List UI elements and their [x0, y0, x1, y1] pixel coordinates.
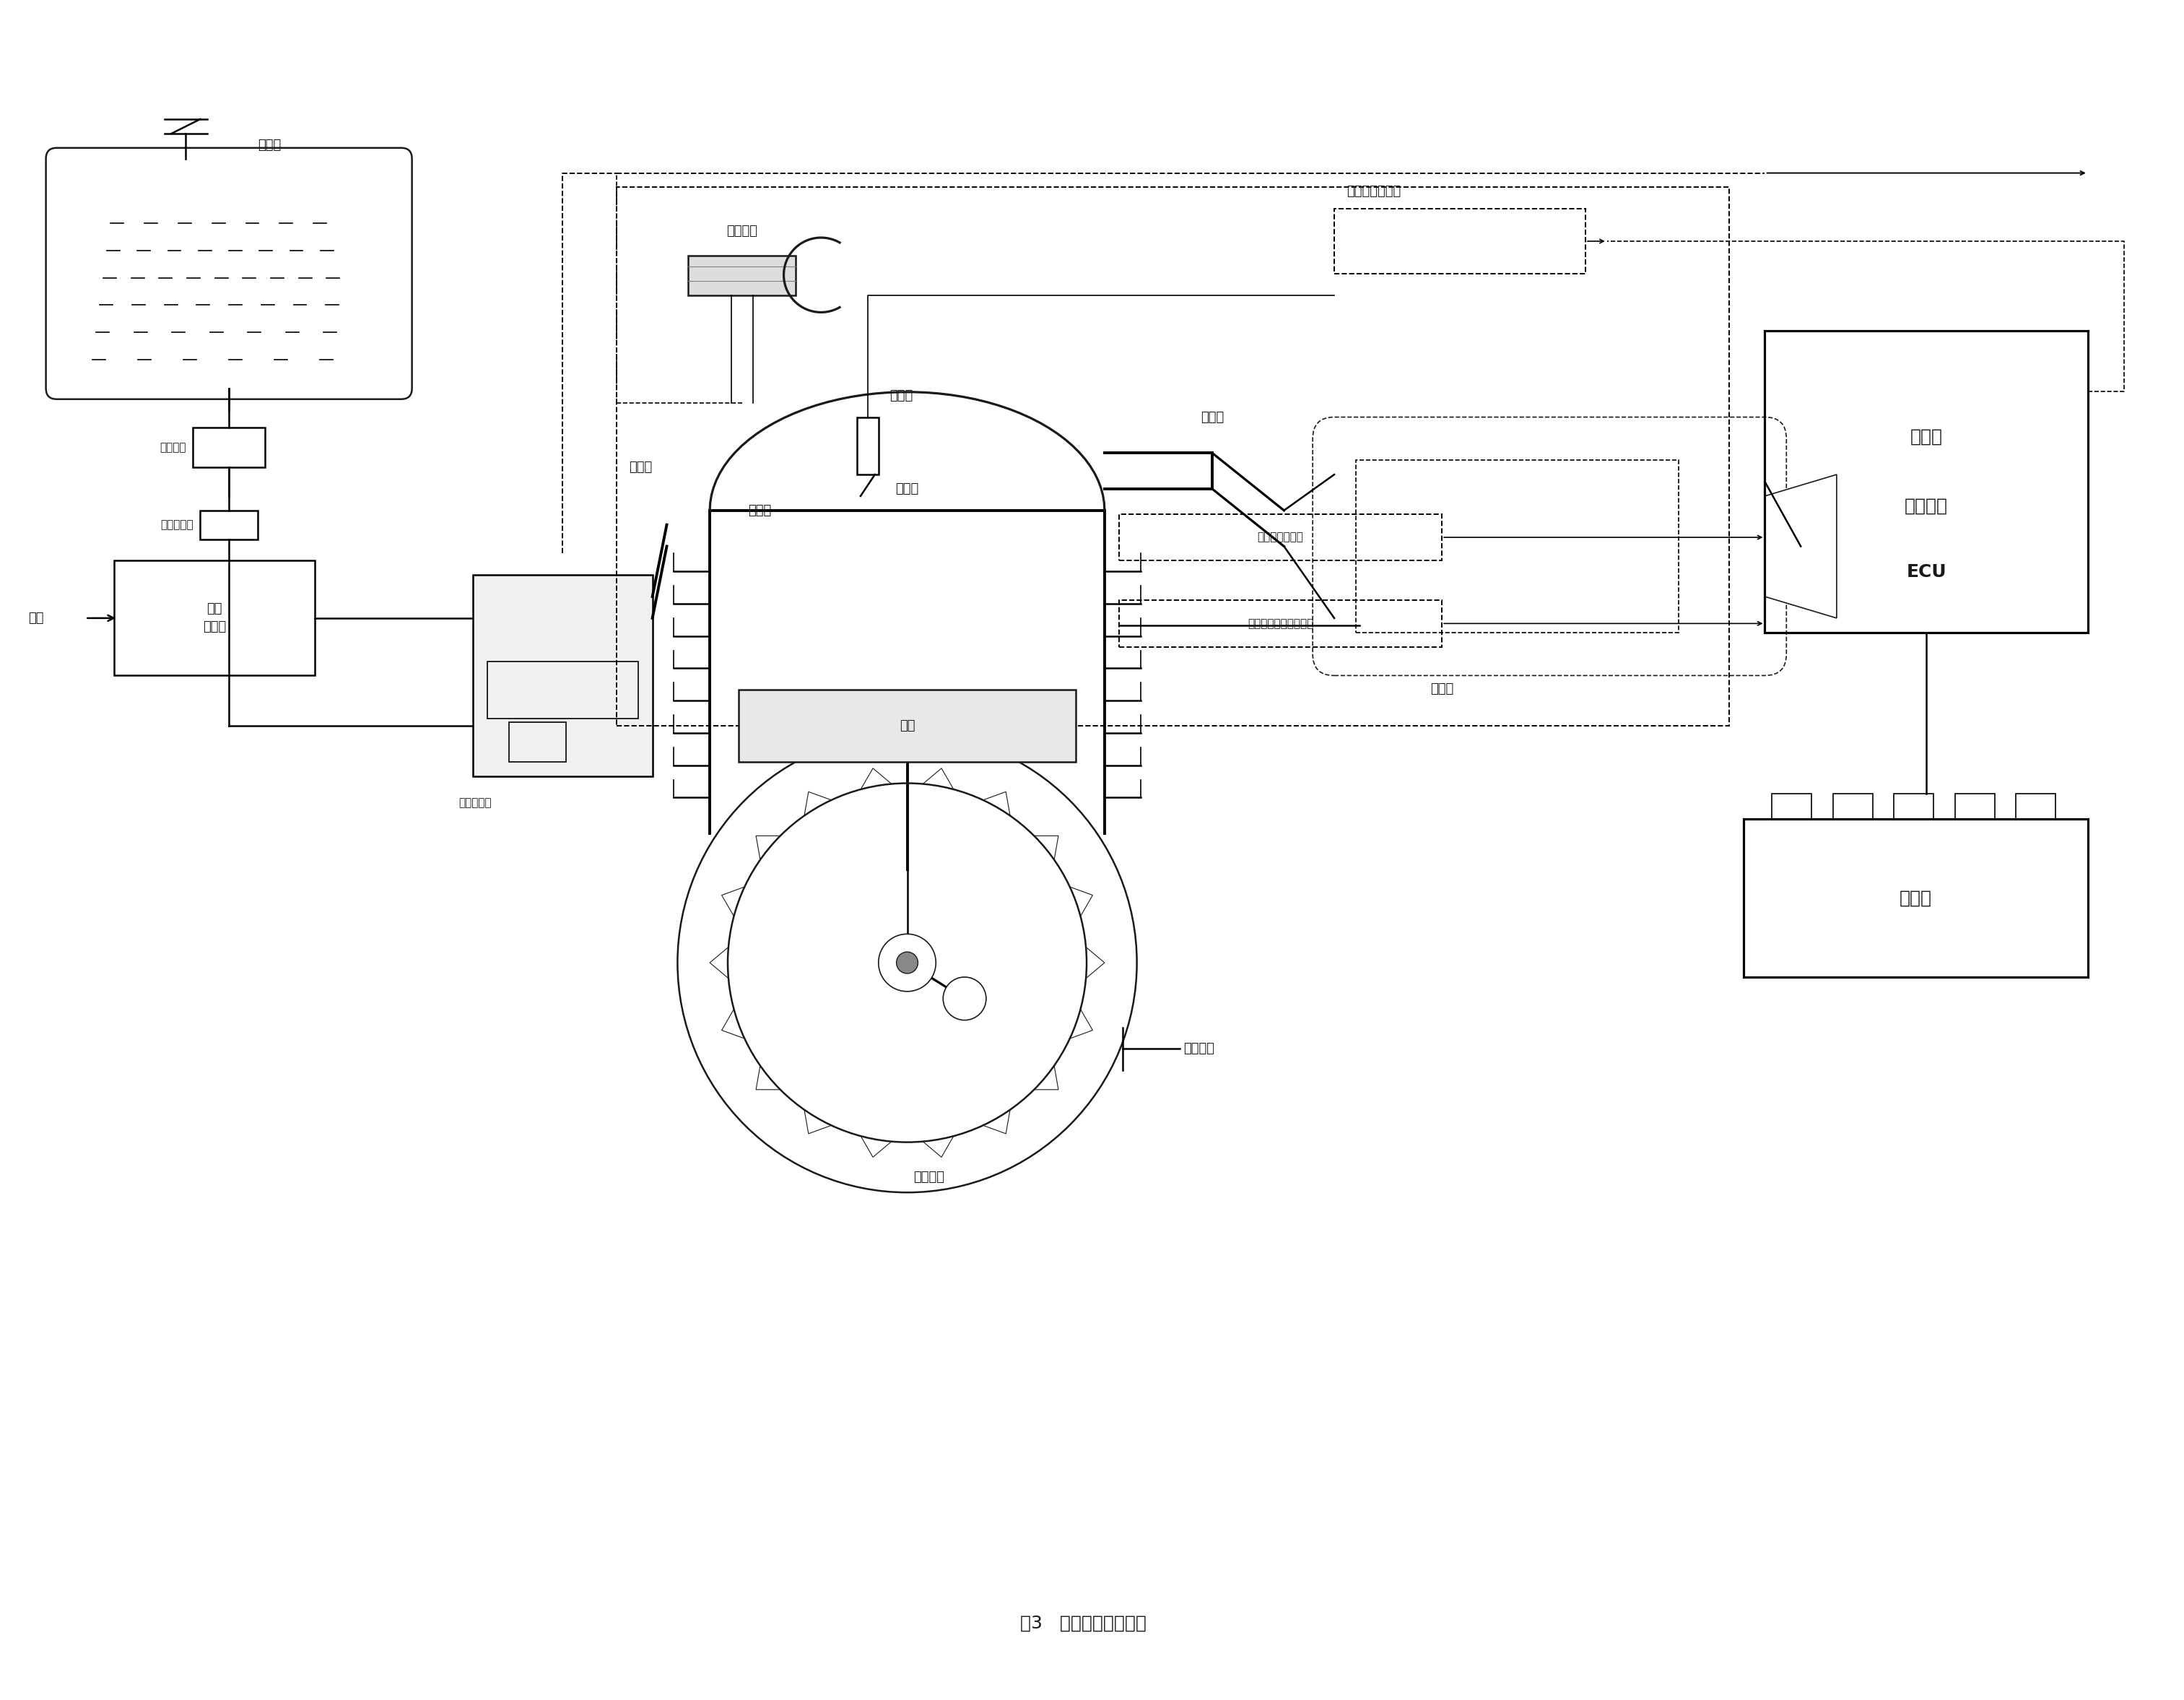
Text: 转速信号和曲轴相位角: 转速信号和曲轴相位角 [1247, 619, 1313, 629]
Bar [1118, 600, 1441, 646]
Text: 油门手把: 油门手把 [727, 224, 758, 238]
Text: 排气管: 排气管 [1201, 411, 1223, 425]
Bar [1743, 819, 2088, 977]
Circle shape [943, 977, 987, 1020]
Polygon shape [1765, 474, 1837, 619]
Text: 燃烧室: 燃烧室 [895, 483, 919, 495]
Bar [1955, 794, 1994, 819]
Text: 触发线圈: 触发线圈 [1184, 1042, 1214, 1056]
Bar [688, 255, 795, 296]
Bar [487, 661, 638, 719]
Circle shape [895, 952, 917, 974]
Text: ECU: ECU [1907, 563, 1946, 581]
Text: 图3   控制点火方案原理: 图3 控制点火方案原理 [1020, 1615, 1147, 1632]
Text: 蓄电池: 蓄电池 [1900, 889, 1933, 906]
Text: 空气
滤清器: 空气 滤清器 [203, 602, 227, 634]
Bar [192, 428, 264, 468]
Circle shape [878, 933, 937, 991]
Text: 油箱开关: 油箱开关 [159, 442, 186, 452]
Bar [1334, 209, 1586, 274]
Text: 燃油滤清器: 燃油滤清器 [159, 520, 192, 530]
Text: 进气管: 进气管 [629, 461, 653, 474]
Bar [114, 561, 314, 675]
Text: 消声器: 消声器 [1431, 683, 1455, 695]
Text: 电控化油器: 电控化油器 [459, 797, 491, 809]
Text: 电控系统: 电控系统 [1904, 496, 1948, 515]
Bar [1118, 513, 1441, 561]
Bar [201, 510, 258, 539]
Text: 火花塞: 火花塞 [889, 389, 913, 403]
Bar [474, 575, 653, 777]
Bar [1356, 461, 1679, 632]
FancyBboxPatch shape [1313, 416, 1787, 675]
FancyBboxPatch shape [46, 148, 413, 399]
Text: 混合气: 混合气 [749, 503, 771, 517]
Bar [616, 187, 1730, 726]
Text: 缸壁温度传感器: 缸壁温度传感器 [1258, 532, 1304, 542]
Text: 燃油箱: 燃油箱 [258, 138, 282, 151]
Bar [856, 416, 878, 474]
Text: 电感式点火线圈: 电感式点火线圈 [1348, 185, 1400, 199]
Bar [738, 690, 1077, 762]
Bar [1765, 332, 2088, 632]
Text: 活塞: 活塞 [900, 719, 915, 733]
Bar [1894, 794, 1933, 819]
Bar [2016, 794, 2055, 819]
Bar [509, 722, 566, 762]
Text: 空气: 空气 [28, 612, 44, 624]
Bar [1832, 794, 1872, 819]
Bar [1771, 794, 1811, 819]
Text: 摩托车: 摩托车 [1911, 428, 1942, 445]
Text: 多齿飞轮: 多齿飞轮 [913, 1171, 943, 1183]
